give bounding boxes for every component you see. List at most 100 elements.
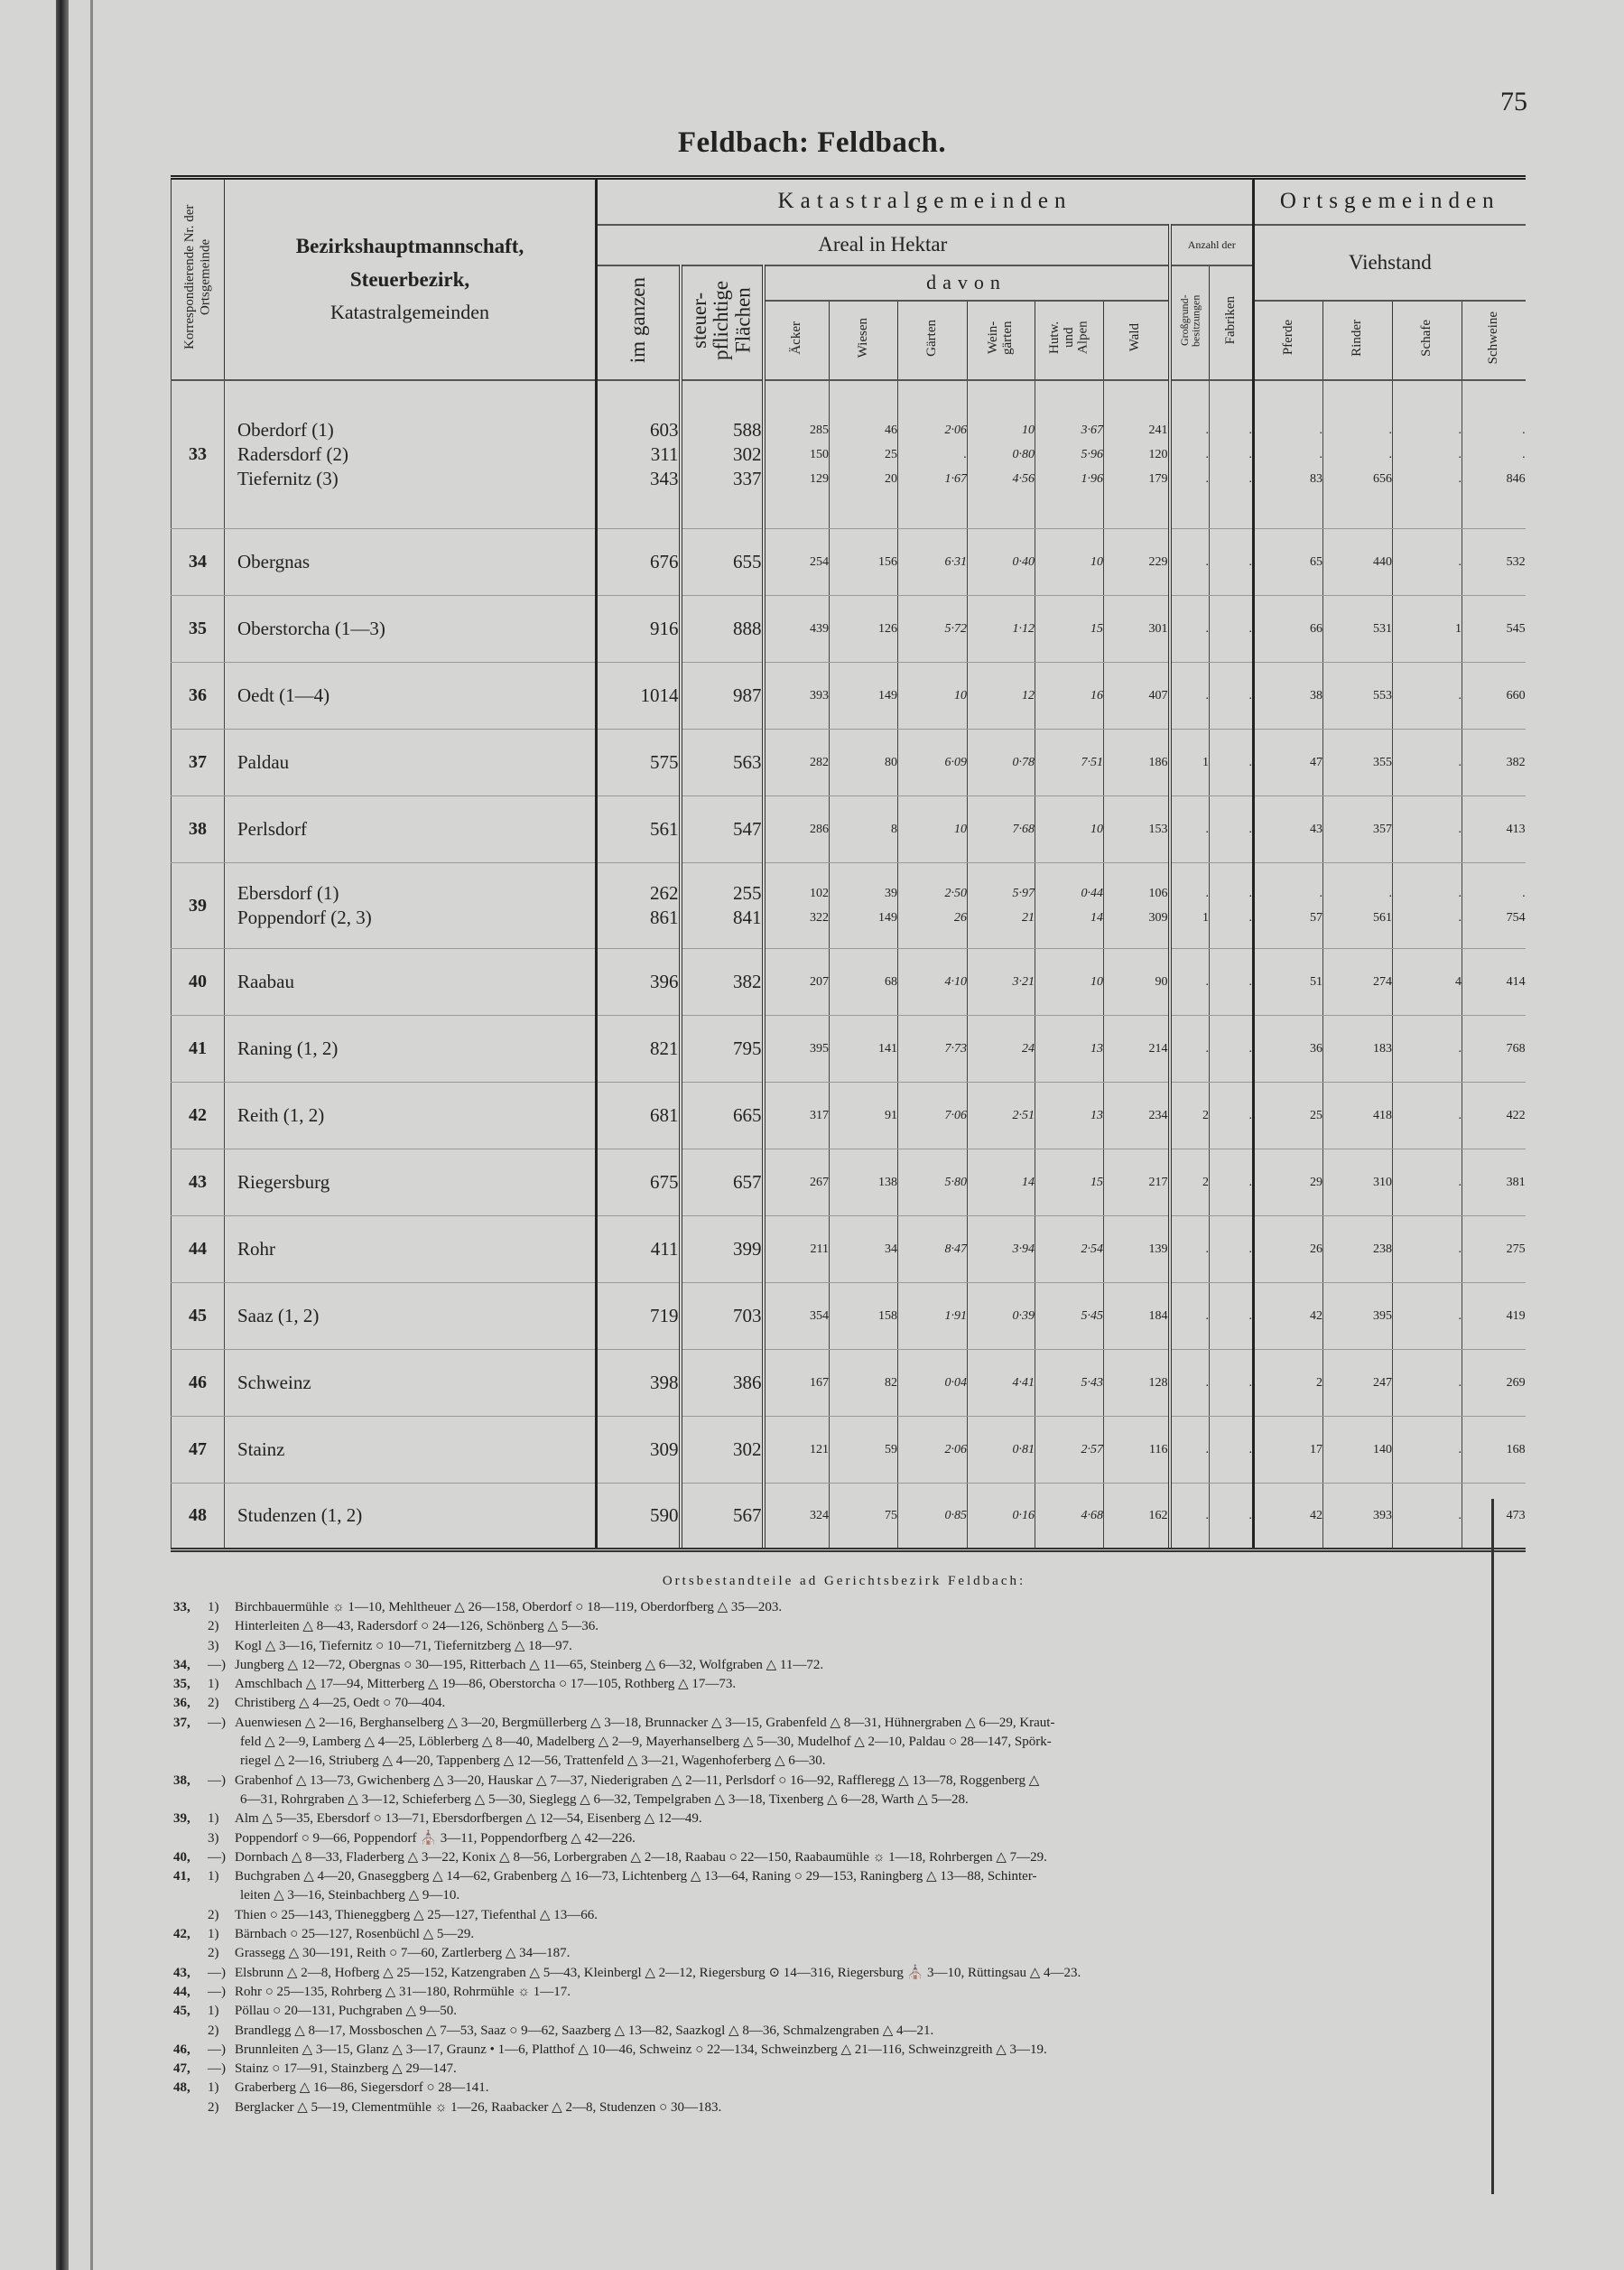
- cell-hutw-und-alpen: 2·54: [1035, 1215, 1104, 1283]
- cell-value: .: [1205, 823, 1210, 836]
- footnote-line: 2) Hinterleiten △ 8—43, Radersdorf ○ 24—1…: [170, 1617, 1518, 1636]
- table-body: 33 Oberdorf (1) Radersdorf (2) Tiefernitz (…: [171, 379, 1526, 1552]
- municipality-names: Oedt (1—4): [224, 662, 597, 730]
- footnote-text: Kogl △ 3—16, Tiefernitz ○ 10—71, Tiefern…: [235, 1638, 572, 1653]
- cell-fabriken: .: [1208, 662, 1254, 730]
- footnote-text: Christiberg △ 4—25, Oedt ○ 70—404.: [235, 1696, 446, 1711]
- footnote-sub-index: 1): [208, 1927, 219, 1942]
- cell-schweine: 473: [1462, 1483, 1526, 1552]
- cell-schafe: .: [1392, 1015, 1462, 1083]
- cell-schafe: .: [1392, 1416, 1462, 1484]
- cell-value: 398: [650, 1372, 679, 1393]
- cell-value: 0·44: [1081, 887, 1104, 900]
- cell-wiesen: 8: [829, 795, 898, 863]
- cell-wald: 90: [1103, 948, 1170, 1016]
- header-nr: Korrespondierende Nr. der Ortsgemeinde: [171, 175, 225, 381]
- cell-value: 888: [733, 618, 762, 639]
- cell-value: .: [1205, 471, 1210, 486]
- cell-hutw-und-alpen: 10: [1035, 795, 1104, 863]
- cell-gärten: 10: [897, 662, 968, 730]
- footnote-text: Jungberg △ 12—72, Obergnas ○ 30—195, Rit…: [235, 1657, 824, 1672]
- municipality-name: Schweinz: [237, 1372, 311, 1393]
- table-header: Korrespondierende Nr. der Ortsgemeinde B…: [171, 175, 1526, 381]
- cell-äcker: 267: [761, 1149, 830, 1216]
- footnote-line: 41, 1) Buchgraben △ 4—20, Gnaseggberg △ 14…: [170, 1867, 1518, 1886]
- cell-schafe: .: [1392, 1082, 1462, 1149]
- cell-steuer-pflichtige-flächen: 399: [678, 1215, 764, 1283]
- cell-wein-gärten: 0·16: [967, 1483, 1035, 1552]
- cell-value: .: [1248, 1509, 1253, 1522]
- cell-value: 1·12: [1012, 622, 1035, 636]
- table-row: 38 Perlsdorf 561 547 286 8 10 7·68 10 153.. 43 357.…: [171, 795, 1526, 863]
- cell-pferde: .. 83: [1252, 379, 1323, 529]
- cell-value: .: [1205, 1042, 1210, 1056]
- cell-value: 13: [1090, 1042, 1103, 1056]
- cell-fabriken: ..: [1208, 862, 1254, 949]
- municipality-name: Oberstorcha (1—3): [237, 618, 385, 639]
- cell-value: 7·68: [1012, 823, 1035, 836]
- cell-value: 2: [1202, 1176, 1209, 1189]
- cell-value: 841: [733, 907, 762, 928]
- row-number: 48: [171, 1483, 225, 1552]
- cell-wald: 139: [1103, 1215, 1170, 1283]
- footnote-text: 6—31, Rohrgraben △ 3—12, Schieferberg △ …: [240, 1791, 969, 1807]
- cell-steuer-pflichtige-flächen: 547: [678, 795, 764, 863]
- page-number: 75: [1500, 87, 1527, 116]
- cell-im-ganzen: 398: [595, 1349, 681, 1417]
- cell-wiesen: 91: [829, 1082, 898, 1149]
- cell-schweine: 413: [1462, 795, 1526, 863]
- cell-value: 217: [1148, 1176, 1168, 1189]
- cell-wiesen: 80: [829, 729, 898, 796]
- cell-value: 440: [1373, 555, 1393, 569]
- cell-value: 660: [1506, 689, 1526, 702]
- municipality-names: Ebersdorf (1) Poppendorf (2, 3): [224, 862, 597, 949]
- cell-fabriken: .: [1208, 795, 1254, 863]
- cell-value: 282: [810, 756, 829, 769]
- cell-value: 90: [1155, 975, 1168, 989]
- cell-wiesen: 158: [829, 1282, 898, 1350]
- cell-hutw-und-alpen: 13: [1035, 1015, 1104, 1083]
- cell-rinder: . 561: [1322, 862, 1393, 949]
- footnote-text: Stainz ○ 17—91, Stainzberg △ 29—147.: [235, 2061, 457, 2077]
- cell-schweine: 382: [1462, 729, 1526, 796]
- footnote-text: Auenwiesen △ 2—16, Berghanselberg △ 3—20…: [235, 1715, 1055, 1730]
- cell-value: 603: [650, 418, 679, 441]
- cell-gärten: 4·10: [897, 948, 968, 1016]
- cell-value: .: [1248, 975, 1253, 989]
- cell-value: 68: [885, 975, 897, 989]
- footnote-sub-index: —): [208, 1965, 226, 1980]
- municipality-names: Oberdorf (1) Radersdorf (2) Tiefernitz (3): [224, 379, 597, 529]
- cell-value: 1·91: [944, 1309, 968, 1323]
- header-viehstand: Viehstand: [1252, 224, 1526, 302]
- cell-value: 80: [885, 756, 897, 769]
- cell-value: 207: [810, 975, 829, 989]
- footnote-line: 42, 1) Bärnbach ○ 25—127, Rosenbüchl △ 5—2…: [170, 1925, 1518, 1944]
- cell-im-ganzen: 681: [595, 1082, 681, 1149]
- cell-value: 0·39: [1012, 1309, 1035, 1323]
- cell-steuer-pflichtige-flächen: 567: [678, 1483, 764, 1552]
- cell-value: 1: [1202, 756, 1209, 769]
- cell-value: 590: [650, 1504, 679, 1526]
- cell-gärten: 2·50 26: [897, 862, 968, 949]
- cell-schweine: . 754: [1462, 862, 1526, 949]
- cell-äcker: 395: [761, 1015, 830, 1083]
- footnote-number: 48,: [173, 2080, 190, 2096]
- cell-value: 46: [885, 423, 897, 437]
- footnote-number: 35,: [173, 1677, 190, 1692]
- scan-edge-line: [90, 0, 93, 2270]
- cell-value: 2: [1316, 1376, 1323, 1390]
- cell-value: 38: [1310, 689, 1323, 702]
- cell-pferde: 17: [1252, 1416, 1323, 1484]
- cell-value: 16: [1090, 689, 1103, 702]
- cell-hutw-und-alpen: 7·51: [1035, 729, 1104, 796]
- cell-wald: 214: [1103, 1015, 1170, 1083]
- municipality-names: Reith (1, 2): [224, 1082, 597, 1149]
- cell-gärten: 10: [897, 795, 968, 863]
- cell-schafe: .: [1392, 1149, 1462, 1216]
- cell-value: 7·73: [944, 1042, 968, 1056]
- cell-value: 75: [885, 1509, 897, 1522]
- cell-äcker: 254: [761, 528, 830, 596]
- cell-gro-grund-besitzungen: 1: [1167, 729, 1210, 796]
- cell-fabriken: .: [1208, 1282, 1254, 1350]
- footnote-number: 44,: [173, 1984, 190, 1999]
